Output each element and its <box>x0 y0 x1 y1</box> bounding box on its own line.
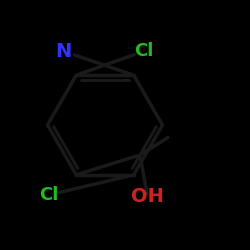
Text: OH: OH <box>131 187 164 206</box>
Text: Cl: Cl <box>39 186 58 204</box>
Text: Cl: Cl <box>134 42 154 60</box>
Text: N: N <box>56 42 72 61</box>
